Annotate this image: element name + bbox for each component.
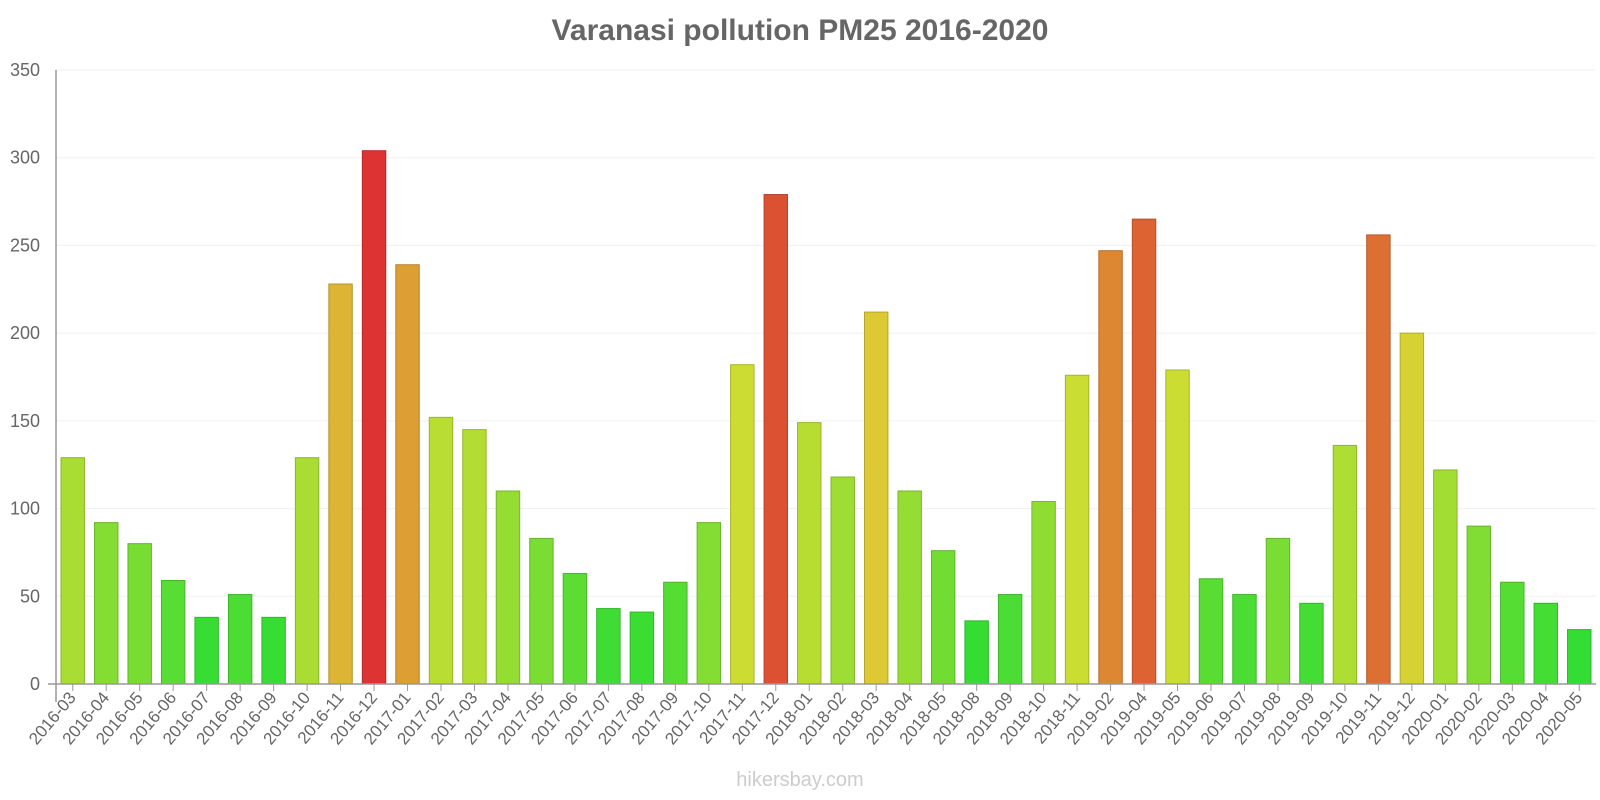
bar-2017-03[interactable] — [462, 429, 487, 685]
bar-2019-10[interactable] — [1332, 444, 1358, 685]
bar-2020-01[interactable] — [1433, 469, 1458, 685]
bar-2017-08[interactable] — [629, 611, 655, 685]
bar-2018-04[interactable] — [897, 490, 922, 685]
bar-2020-04[interactable] — [1533, 602, 1558, 685]
bar-2016-12[interactable] — [361, 150, 387, 685]
bar-2019-06[interactable] — [1198, 578, 1224, 685]
bar-2018-09[interactable] — [997, 594, 1023, 685]
bar-2016-10[interactable] — [294, 457, 320, 685]
bar-2020-03[interactable] — [1500, 581, 1525, 685]
y-tick-label: 150 — [10, 411, 40, 431]
bar-2016-08[interactable] — [227, 594, 253, 685]
bar-2019-05[interactable] — [1165, 369, 1190, 685]
bar-2019-11[interactable] — [1366, 234, 1391, 685]
bar-2017-10[interactable] — [696, 522, 722, 685]
bars — [60, 150, 1592, 685]
y-tick-label: 50 — [20, 586, 40, 606]
y-tick-label: 200 — [10, 323, 40, 343]
y-tick-label: 250 — [10, 235, 40, 255]
bar-2017-04[interactable] — [495, 490, 521, 685]
bar-2017-12[interactable] — [763, 194, 789, 685]
bar-2018-11[interactable] — [1064, 374, 1090, 685]
bar-2017-05[interactable] — [529, 537, 554, 685]
y-tick-label: 300 — [10, 148, 40, 168]
y-tick-labels: 0 50 100 150 200 250 300 350 — [10, 60, 40, 694]
bar-2020-05[interactable] — [1567, 629, 1592, 685]
bar-2020-02[interactable] — [1466, 525, 1492, 685]
y-tick-label: 350 — [10, 60, 40, 80]
bar-2019-08[interactable] — [1265, 537, 1291, 685]
bar-2016-09[interactable] — [261, 616, 286, 685]
y-tick-label: 0 — [30, 674, 40, 694]
bar-2016-04[interactable] — [94, 522, 119, 685]
bar-2016-07[interactable] — [194, 616, 219, 685]
bar-2018-08[interactable] — [964, 620, 989, 685]
bar-2016-05[interactable] — [127, 543, 152, 685]
bar-2018-01[interactable] — [797, 422, 822, 685]
y-tick-label: 100 — [10, 499, 40, 519]
bar-2019-12[interactable] — [1399, 332, 1425, 685]
bar-2017-07[interactable] — [596, 608, 621, 685]
bar-2018-02[interactable] — [830, 476, 855, 685]
watermark: hikersbay.com — [736, 769, 864, 791]
bar-2017-11[interactable] — [730, 364, 755, 685]
gridlines — [56, 69, 1596, 597]
bar-2018-05[interactable] — [930, 550, 956, 685]
bar-2018-03[interactable] — [864, 311, 889, 685]
bar-2019-07[interactable] — [1232, 594, 1257, 685]
bar-2017-09[interactable] — [663, 581, 688, 685]
bar-2019-09[interactable] — [1299, 602, 1324, 685]
bar-2016-11[interactable] — [328, 283, 353, 685]
bar-2019-04[interactable] — [1131, 218, 1157, 685]
bar-2017-02[interactable] — [428, 416, 454, 685]
bar-2017-06[interactable] — [562, 572, 588, 685]
chart-title: Varanasi pollution PM25 2016-2020 — [551, 14, 1049, 47]
bar-2018-10[interactable] — [1031, 501, 1056, 685]
bar-2016-03[interactable] — [60, 457, 85, 685]
bar-2017-01[interactable] — [395, 264, 420, 685]
x-tick-labels: 2016-032016-042016-052016-062016-072016-… — [25, 688, 1586, 748]
axes — [48, 70, 1596, 702]
bar-2016-06[interactable] — [160, 579, 186, 685]
bar-2019-02[interactable] — [1098, 250, 1123, 685]
